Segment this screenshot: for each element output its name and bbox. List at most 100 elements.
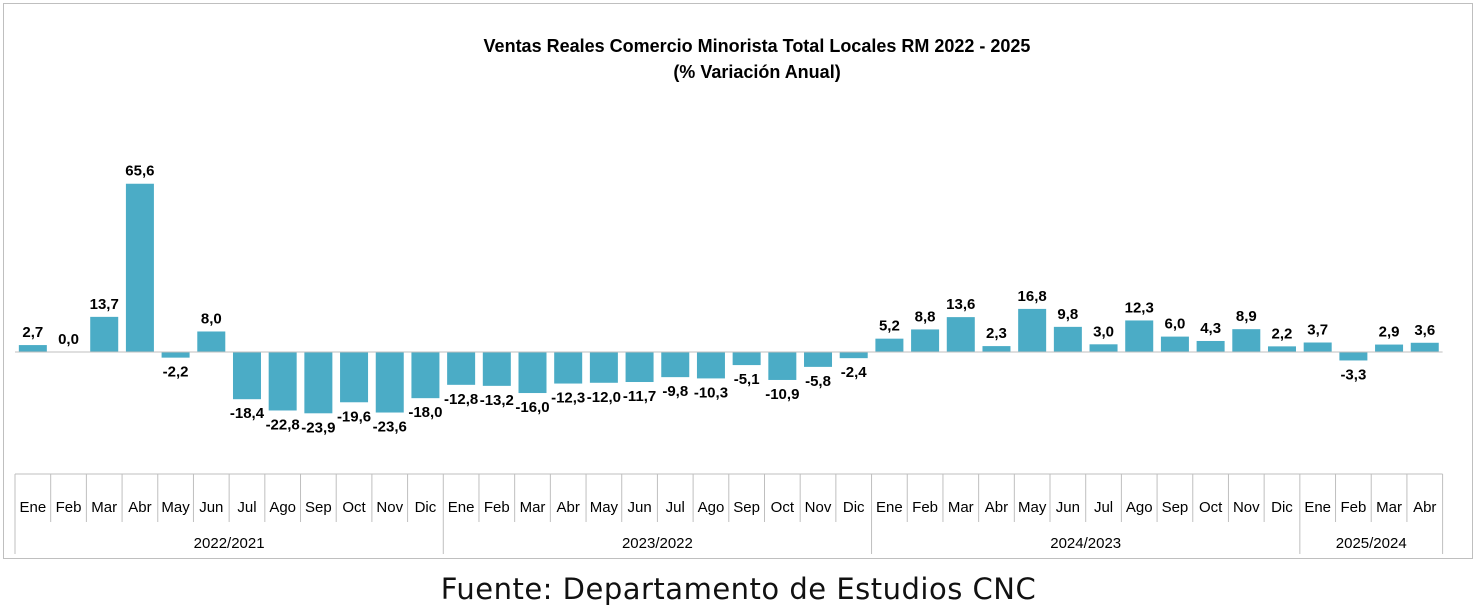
data-label: -19,6	[337, 408, 371, 425]
data-label: 16,8	[1018, 288, 1047, 305]
bar	[232, 352, 261, 400]
bar	[304, 352, 333, 414]
bar	[518, 352, 547, 394]
group-label: 2025/2024	[1336, 535, 1407, 552]
bar	[554, 352, 583, 384]
bar	[732, 352, 761, 366]
tick-label: Oct	[342, 499, 366, 516]
tick-label: Feb	[912, 499, 938, 516]
data-label: -12,3	[551, 390, 585, 407]
bar	[1339, 352, 1368, 361]
tick-label: May	[1018, 499, 1047, 516]
tick-label: Nov	[1233, 499, 1260, 516]
tick-label: Abr	[557, 499, 580, 516]
data-label: 3,7	[1307, 322, 1328, 339]
tick-label: Sep	[733, 499, 760, 516]
data-label: 2,9	[1379, 324, 1400, 341]
data-label: -23,9	[301, 419, 335, 436]
bar	[1410, 342, 1439, 352]
bar	[268, 352, 297, 411]
bar	[411, 352, 440, 399]
bar	[1125, 320, 1154, 352]
data-label: 13,7	[90, 296, 119, 313]
tick-label: Ago	[269, 499, 296, 516]
bar	[768, 352, 797, 380]
bar	[875, 338, 904, 352]
bar	[1018, 308, 1047, 352]
bar	[197, 331, 226, 352]
tick-label: Sep	[1162, 499, 1189, 516]
bar	[589, 352, 618, 383]
data-label: -2,4	[841, 364, 868, 381]
tick-label: Oct	[771, 499, 795, 516]
data-label: -10,3	[694, 384, 728, 401]
data-label: 3,0	[1093, 323, 1114, 340]
data-label: -2,2	[163, 364, 189, 381]
bar	[1375, 344, 1404, 352]
tick-label: Dic	[415, 499, 437, 516]
data-label: 2,2	[1272, 325, 1293, 342]
bar	[482, 352, 511, 386]
data-label: -3,3	[1340, 366, 1366, 383]
bar	[90, 316, 119, 352]
tick-label: Mar	[520, 499, 546, 516]
data-label: -11,7	[623, 388, 656, 405]
bar	[1053, 326, 1082, 352]
data-label: -16,0	[515, 399, 549, 416]
bar	[804, 352, 833, 367]
bar	[1089, 344, 1118, 353]
data-label: 2,7	[22, 324, 43, 341]
tick-label: Mar	[948, 499, 974, 516]
data-label: -12,0	[587, 389, 621, 406]
bars-layer	[18, 183, 1439, 414]
bar	[911, 329, 940, 352]
tick-label: Ago	[1126, 499, 1153, 516]
data-label: -10,9	[765, 386, 799, 403]
bar	[625, 352, 654, 383]
tick-label: Sep	[305, 499, 332, 516]
category-axis: Ene Feb Mar Abr May Jun Jul Ago Sep Oct Nov Dic Ene F…	[14, 351, 1444, 554]
tick-label: Jul	[237, 499, 256, 516]
bar	[125, 183, 154, 352]
bar	[982, 346, 1011, 352]
tick-label: May	[161, 499, 190, 516]
data-label: 9,8	[1057, 306, 1078, 323]
source-caption: Fuente: Departamento de Estudios CNC	[440, 572, 1037, 606]
data-label: 4,3	[1200, 320, 1221, 337]
tick-label: Jul	[1094, 499, 1113, 516]
chart-subtitle: (% Variación Anual)	[673, 62, 840, 82]
bar	[447, 352, 476, 385]
tick-label: Dic	[843, 499, 865, 516]
data-label: -18,4	[230, 405, 265, 422]
tick-label: Jun	[1056, 499, 1080, 516]
data-label: -18,0	[408, 404, 442, 421]
bar	[1303, 342, 1332, 352]
tick-label: Nov	[376, 499, 403, 516]
bar	[1232, 329, 1261, 352]
data-label: 2,3	[986, 325, 1007, 342]
tick-label: Jun	[627, 499, 651, 516]
tick-label: Feb	[1340, 499, 1366, 516]
tick-label: Ene	[1304, 499, 1331, 516]
tick-label: Abr	[128, 499, 151, 516]
tick-label: Abr	[1413, 499, 1436, 516]
bar	[1267, 346, 1296, 352]
tick-label: Dic	[1271, 499, 1293, 516]
chart-title: Ventas Reales Comercio Minorista Total L…	[484, 36, 1031, 56]
tick-label: Jul	[666, 499, 685, 516]
data-label: -22,8	[266, 416, 300, 433]
data-label: -5,8	[805, 373, 831, 390]
tick-label: Oct	[1199, 499, 1223, 516]
data-label: -13,2	[480, 392, 514, 409]
data-label: 6,0	[1164, 316, 1185, 333]
data-label: 12,3	[1125, 299, 1154, 316]
bar	[18, 345, 47, 352]
tick-label: Ene	[448, 499, 475, 516]
tick-label: May	[590, 499, 619, 516]
data-label: 8,0	[201, 310, 222, 327]
bar	[696, 352, 725, 379]
tick-label: Feb	[56, 499, 82, 516]
bar	[161, 352, 190, 358]
tick-label: Jun	[199, 499, 223, 516]
bar	[1160, 336, 1189, 352]
